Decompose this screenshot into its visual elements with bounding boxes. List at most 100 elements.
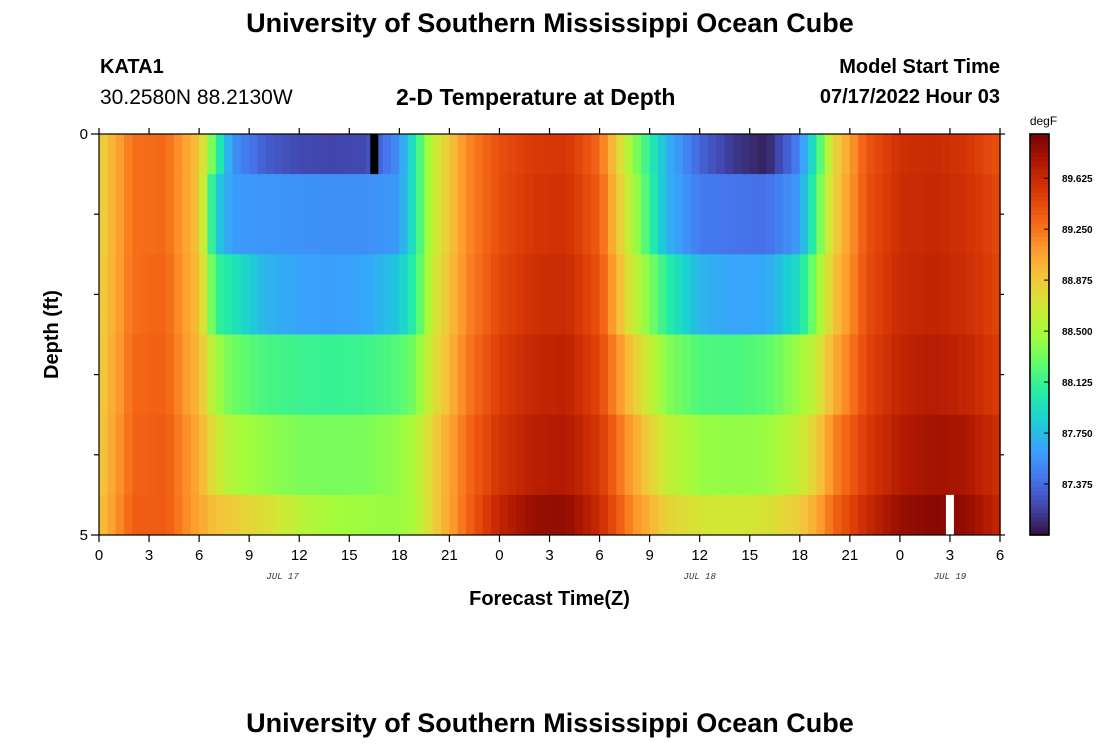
heatmap-cell-layer-5 [799, 494, 809, 536]
heatmap-cell-layer-4 [149, 414, 159, 496]
heatmap-cell-layer-5 [524, 494, 534, 536]
colorbar-segment [1030, 472, 1049, 478]
heatmap-cell-layer-0 [699, 134, 709, 175]
heatmap-cell-layer-2 [733, 254, 743, 335]
heatmap-cell-layer-2 [599, 254, 609, 335]
heatmap-cell-layer-3 [290, 334, 300, 416]
heatmap-cell-layer-5 [466, 494, 476, 536]
heatmap-cell-layer-5 [182, 494, 192, 536]
heatmap-cell-layer-0 [883, 134, 893, 175]
heatmap-cell-layer-3 [532, 334, 542, 416]
colorbar-segment [1030, 356, 1049, 362]
heatmap-cell-layer-1 [641, 174, 651, 255]
colorbar-segment [1030, 508, 1049, 514]
heatmap-cell-layer-3 [282, 334, 292, 416]
colorbar-tick-label: 89.250 [1062, 225, 1093, 236]
heatmap-cell-layer-1 [499, 174, 509, 255]
heatmap-cell-layer-0 [232, 134, 242, 175]
heatmap-cell-layer-1 [924, 174, 934, 255]
heatmap-cell-layer-3 [816, 334, 826, 416]
colorbar-segment [1030, 521, 1049, 527]
heatmap-cell-layer-3 [390, 334, 401, 416]
heatmap-cell-layer-3 [941, 334, 951, 416]
heatmap-cell-layer-2 [657, 254, 667, 335]
heatmap-cell-layer-3 [591, 334, 601, 416]
heatmap-cell-layer-2 [124, 254, 134, 335]
heatmap-cell-layer-2 [916, 254, 926, 335]
heatmap-cell-layer-0 [374, 134, 384, 175]
heatmap-cell-layer-5 [858, 494, 868, 536]
heatmap-cell-layer-5 [949, 494, 959, 536]
heatmap-cell-layer-1 [349, 174, 359, 255]
heatmap-cell-layer-0 [541, 134, 551, 175]
heatmap-cell-layer-5 [507, 494, 517, 536]
heatmap-cell-layer-1 [249, 174, 259, 255]
heatmap-cell-layer-2 [115, 254, 125, 335]
footer-title: University of Southern Mississippi Ocean… [246, 708, 854, 738]
heatmap-cell-layer-5 [741, 494, 751, 536]
heatmap-cell-layer-0 [324, 134, 334, 175]
heatmap-cell-layer-5 [758, 494, 768, 536]
heatmap-cell-layer-1 [524, 174, 534, 255]
chart-subtitle: 2-D Temperature at Depth [396, 84, 676, 110]
heatmap-cell-layer-3 [991, 334, 1001, 416]
heatmap-cell-layer-3 [541, 334, 551, 416]
heatmap-cell-layer-3 [399, 334, 409, 416]
heatmap-cell-layer-5 [808, 494, 818, 536]
heatmap-cell-layer-5 [708, 494, 718, 536]
heatmap-cell-layer-2 [632, 254, 642, 335]
heatmap-cell-layer-2 [674, 254, 684, 335]
heatmap-cell-layer-4 [933, 414, 943, 496]
colorbar-segment [1030, 174, 1049, 180]
heatmap-cell-layer-3 [482, 334, 492, 416]
heatmap-cell-layer-5 [532, 494, 542, 536]
colorbar-segment [1030, 361, 1049, 367]
heatmap-cell-layer-0 [524, 134, 534, 175]
heatmap-cell-layer-1 [758, 174, 768, 255]
heatmap-cell-layer-5 [616, 494, 626, 536]
colorbar-segment [1030, 187, 1049, 193]
heatmap-cell-layer-4 [607, 414, 617, 496]
heatmap-cell-layer-4 [599, 414, 609, 496]
heatmap-cell-layer-5 [624, 494, 634, 536]
heatmap-cell-layer-0 [215, 134, 225, 175]
heatmap-cell-layer-0 [449, 134, 459, 175]
colorbar-segment [1030, 191, 1049, 197]
heatmap-cell-layer-2 [991, 254, 1001, 335]
heatmap-cell-layer-3 [365, 334, 375, 416]
heatmap-cell-layer-0 [399, 134, 409, 175]
heatmap-cell-layer-4 [240, 414, 250, 496]
heatmap-cell-layer-5 [374, 494, 384, 536]
heatmap-cell-layer-5 [516, 494, 526, 536]
colorbar-segment [1030, 450, 1049, 456]
heatmap-cell-layer-0 [591, 134, 601, 175]
heatmap-cell-layer-0 [207, 134, 217, 175]
heatmap-cell-layer-0 [674, 134, 684, 175]
heatmap-cell-layer-5 [566, 494, 576, 536]
heatmap-cell-layer-0 [424, 134, 434, 175]
heatmap-cell-layer-0 [966, 134, 976, 175]
heatmap-cell-layer-4 [232, 414, 242, 496]
heatmap-cell-layer-2 [758, 254, 768, 335]
heatmap-cell-layer-3 [699, 334, 709, 416]
heatmap-cell-layer-1 [182, 174, 192, 255]
heatmap-cell-layer-5 [165, 494, 175, 536]
colorbar-segment [1030, 249, 1049, 255]
heatmap-cell-layer-4 [924, 414, 934, 496]
heatmap-cell-layer-3 [449, 334, 459, 416]
heatmap-cell-layer-5 [157, 494, 167, 536]
heatmap-cell-layer-4 [315, 414, 325, 496]
heatmap-cell-layer-2 [190, 254, 200, 335]
heatmap-cell-layer-0 [457, 134, 467, 175]
heatmap-cell-layer-1 [307, 174, 317, 255]
heatmap-cell-layer-2 [624, 254, 634, 335]
heatmap-cell-layer-2 [340, 254, 350, 335]
heatmap-cell-layer-4 [482, 414, 492, 496]
colorbar-segment [1030, 401, 1049, 407]
heatmap-cell-layer-0 [616, 134, 626, 175]
heatmap-cell-layer-5 [649, 494, 659, 536]
heatmap-cell-layer-0 [315, 134, 325, 175]
colorbar-tick-label: 88.125 [1062, 378, 1093, 389]
heatmap-cell-layer-3 [983, 334, 993, 416]
heatmap-cell-layer-0 [482, 134, 492, 175]
